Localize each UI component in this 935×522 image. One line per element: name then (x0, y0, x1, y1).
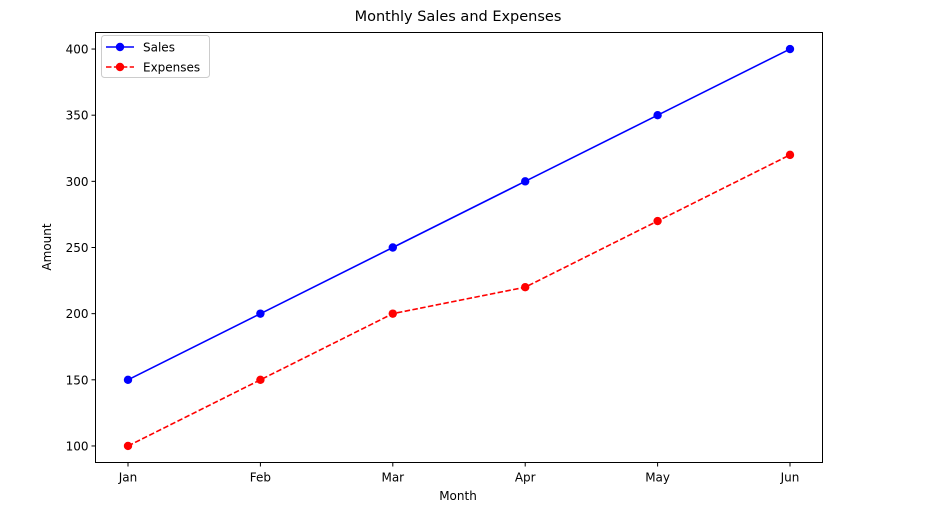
plot-area-frame (95, 32, 823, 463)
legend-label-sales: Sales (143, 40, 175, 54)
legend-marker-expenses (115, 62, 125, 72)
series-sales (123, 44, 795, 385)
x-tick-label: Jan (118, 471, 138, 485)
data-point-expenses (653, 216, 662, 226)
y-tick-label: 300 (66, 175, 89, 189)
data-point-sales (256, 309, 265, 318)
series-line-sales (127, 48, 791, 381)
legend-label-expenses: Expenses (143, 60, 200, 74)
data-point-sales (653, 110, 662, 120)
x-tick-label: Jun (780, 471, 800, 485)
legend-box (101, 35, 210, 78)
data-point-sales (123, 375, 133, 385)
y-axis-label: Amount (40, 223, 54, 270)
series-line-expenses (127, 154, 791, 447)
data-point-expenses (123, 441, 133, 451)
y-tick-label: 200 (66, 307, 89, 321)
data-point-expenses (785, 150, 795, 160)
x-axis-ticks: Jan Feb Mar Apr May Jun (118, 462, 800, 485)
y-tick-label: 150 (66, 373, 89, 387)
y-tick-label: 400 (66, 43, 89, 57)
x-tick-label: Apr (515, 471, 536, 485)
x-tick-label: Feb (250, 471, 271, 485)
data-point-expenses (521, 282, 530, 292)
data-point-sales (388, 243, 397, 252)
series-layer (123, 44, 795, 451)
data-point-sales (785, 44, 795, 54)
y-tick-label: 250 (66, 241, 89, 255)
x-tick-label: Mar (381, 471, 404, 485)
series-expenses (123, 150, 795, 451)
chart-title: Monthly Sales and Expenses (355, 9, 562, 25)
y-tick-label: 350 (66, 109, 89, 123)
legend-entries: Sales Expenses (106, 40, 200, 74)
x-axis-label: Month (439, 489, 477, 503)
data-point-expenses (256, 375, 265, 385)
legend: Sales Expenses (101, 35, 210, 78)
y-tick-label: 100 (66, 439, 89, 453)
legend-marker-sales (115, 42, 125, 52)
y-axis-ticks: 100 150 200 250 300 350 400 (66, 43, 96, 453)
x-tick-label: May (645, 471, 670, 485)
data-point-expenses (388, 309, 397, 318)
data-point-sales (521, 177, 530, 186)
